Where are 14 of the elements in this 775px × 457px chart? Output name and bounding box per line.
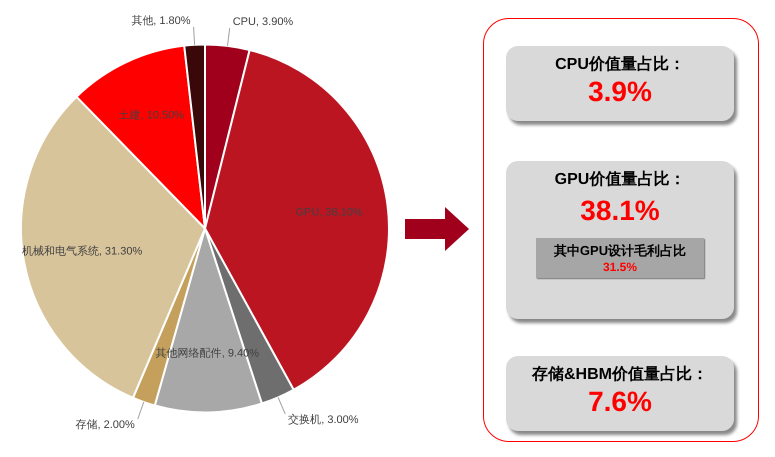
text: 3.9%: [587, 75, 653, 109]
slice-label: 交换机, 3.00%: [288, 412, 359, 426]
text: 其中GPU设计毛利占比: [552, 242, 688, 260]
text: 38.1%: [579, 194, 661, 228]
slice-label: GPU, 38.10%: [295, 206, 363, 218]
text: 31.5%: [602, 260, 638, 274]
slice-label: CPU, 3.90%: [232, 16, 294, 28]
slice-label: 存储, 2.00%: [75, 419, 135, 432]
slice-label: 土建, 10.50%: [118, 108, 184, 122]
text: 7.6%: [587, 385, 653, 419]
text: GPU价值量占比：: [554, 170, 686, 190]
slice-label: 其他, 1.80%: [131, 14, 191, 27]
text: 存储&HBM价值量占比：: [530, 364, 709, 385]
text: CPU价值量占比：: [554, 54, 686, 75]
